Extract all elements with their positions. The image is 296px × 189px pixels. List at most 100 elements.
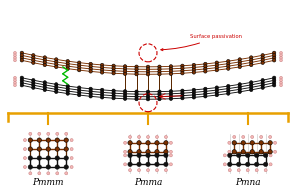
- Circle shape: [155, 149, 159, 154]
- Circle shape: [23, 139, 26, 142]
- Circle shape: [260, 136, 263, 139]
- Circle shape: [259, 141, 263, 145]
- Circle shape: [128, 153, 132, 158]
- Circle shape: [155, 141, 159, 145]
- Circle shape: [55, 156, 59, 160]
- Circle shape: [169, 67, 173, 70]
- Circle shape: [32, 84, 35, 87]
- Circle shape: [226, 89, 230, 93]
- Circle shape: [215, 61, 218, 64]
- Circle shape: [146, 70, 150, 74]
- Circle shape: [123, 70, 127, 73]
- Circle shape: [228, 153, 232, 158]
- Circle shape: [46, 138, 51, 142]
- Circle shape: [78, 66, 81, 69]
- Text: Surface passivation: Surface passivation: [161, 34, 242, 51]
- Circle shape: [215, 86, 218, 89]
- Circle shape: [250, 81, 253, 84]
- Circle shape: [269, 136, 272, 139]
- Circle shape: [238, 90, 242, 94]
- Circle shape: [147, 93, 149, 96]
- Circle shape: [20, 79, 23, 82]
- Circle shape: [204, 92, 207, 95]
- Circle shape: [146, 90, 150, 93]
- Circle shape: [14, 79, 16, 82]
- Circle shape: [54, 58, 58, 61]
- Circle shape: [215, 91, 218, 94]
- Circle shape: [100, 88, 104, 92]
- Circle shape: [146, 68, 150, 71]
- Circle shape: [38, 172, 41, 175]
- Circle shape: [128, 169, 131, 172]
- Circle shape: [255, 169, 258, 172]
- Circle shape: [43, 81, 46, 84]
- Circle shape: [169, 97, 173, 101]
- Text: Pmma: Pmma: [134, 177, 162, 187]
- Circle shape: [147, 169, 149, 172]
- Circle shape: [250, 149, 254, 154]
- Circle shape: [135, 70, 138, 73]
- Circle shape: [237, 153, 241, 158]
- Circle shape: [20, 51, 24, 55]
- Circle shape: [56, 132, 59, 135]
- Circle shape: [14, 59, 16, 62]
- Circle shape: [238, 65, 242, 69]
- Circle shape: [28, 138, 33, 142]
- Circle shape: [269, 163, 272, 166]
- Circle shape: [123, 92, 127, 95]
- Circle shape: [123, 72, 127, 76]
- Circle shape: [14, 84, 16, 87]
- Text: Pmna: Pmna: [235, 177, 260, 187]
- Circle shape: [169, 163, 172, 166]
- Circle shape: [43, 63, 46, 67]
- Circle shape: [146, 93, 150, 96]
- Circle shape: [158, 95, 161, 98]
- Circle shape: [43, 86, 46, 89]
- Circle shape: [261, 86, 264, 89]
- Circle shape: [89, 67, 92, 71]
- Circle shape: [112, 69, 115, 72]
- Circle shape: [47, 132, 50, 135]
- Circle shape: [78, 88, 81, 92]
- Circle shape: [78, 86, 81, 89]
- Circle shape: [43, 58, 46, 62]
- Circle shape: [280, 54, 282, 57]
- Circle shape: [128, 162, 132, 167]
- Circle shape: [280, 81, 282, 84]
- Circle shape: [238, 63, 242, 66]
- Circle shape: [54, 60, 58, 64]
- Circle shape: [238, 58, 242, 61]
- Circle shape: [28, 165, 33, 169]
- Circle shape: [66, 64, 70, 68]
- Circle shape: [28, 147, 33, 151]
- Circle shape: [255, 162, 259, 167]
- Circle shape: [100, 91, 104, 94]
- Circle shape: [43, 61, 46, 64]
- Circle shape: [204, 67, 207, 70]
- Circle shape: [274, 141, 276, 144]
- Circle shape: [78, 68, 81, 72]
- Circle shape: [37, 156, 41, 160]
- Circle shape: [272, 54, 276, 57]
- Circle shape: [272, 56, 276, 60]
- Circle shape: [112, 92, 115, 94]
- Circle shape: [89, 90, 92, 93]
- Circle shape: [280, 79, 282, 82]
- Circle shape: [66, 84, 70, 88]
- Circle shape: [100, 66, 104, 69]
- Circle shape: [146, 65, 150, 68]
- Circle shape: [228, 169, 231, 172]
- Circle shape: [261, 59, 264, 62]
- Circle shape: [204, 62, 207, 66]
- Circle shape: [250, 63, 253, 67]
- Circle shape: [70, 148, 73, 151]
- Circle shape: [29, 172, 32, 175]
- Circle shape: [250, 84, 252, 86]
- Circle shape: [169, 90, 173, 93]
- Circle shape: [146, 95, 150, 98]
- Circle shape: [169, 72, 173, 76]
- Circle shape: [135, 70, 138, 73]
- Circle shape: [280, 59, 282, 62]
- Circle shape: [135, 72, 138, 76]
- Circle shape: [192, 91, 196, 94]
